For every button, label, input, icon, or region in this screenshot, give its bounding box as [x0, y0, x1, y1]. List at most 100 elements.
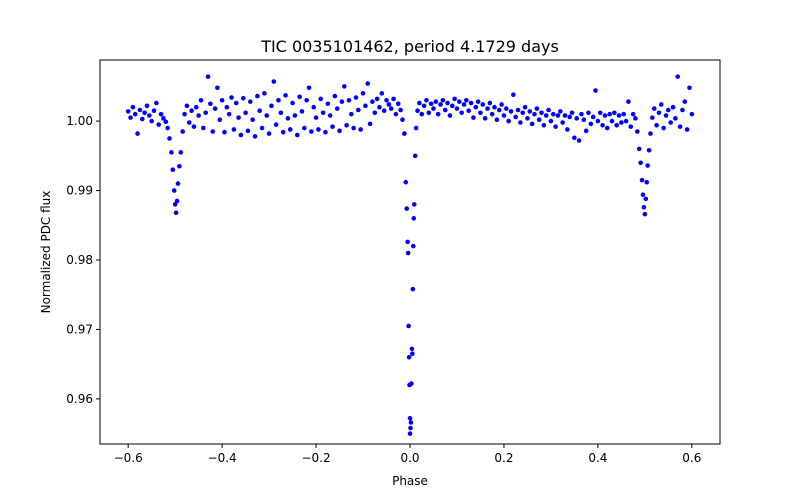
y-axis-label: Normalized PDC flux: [39, 191, 53, 314]
data-point: [280, 129, 286, 135]
data-point: [189, 108, 194, 113]
data-point: [250, 117, 255, 123]
data-point: [520, 110, 526, 116]
data-point: [172, 202, 178, 207]
data-point: [297, 94, 302, 100]
data-point: [503, 106, 509, 111]
data-point: [648, 131, 653, 136]
data-point: [426, 110, 432, 116]
data-point: [198, 97, 204, 103]
data-point: [400, 117, 405, 123]
data-point: [358, 127, 363, 132]
data-point: [264, 113, 270, 118]
data-point: [452, 96, 457, 102]
data-point: [255, 93, 260, 99]
data-point: [619, 120, 624, 125]
data-point: [656, 110, 662, 116]
data-point: [132, 111, 138, 117]
data-point: [644, 179, 650, 185]
data-point: [248, 99, 253, 104]
data-point: [572, 135, 577, 141]
data-point: [402, 131, 407, 136]
data-point: [689, 111, 695, 117]
data-point: [525, 116, 530, 121]
data-point: [222, 129, 227, 135]
data-point: [494, 117, 500, 123]
data-point: [231, 127, 237, 132]
data-point: [435, 111, 441, 117]
data-point: [379, 91, 385, 96]
data-point: [262, 91, 267, 96]
data-point: [616, 113, 622, 118]
data-point: [177, 163, 182, 169]
data-point: [457, 99, 462, 104]
data-point: [196, 113, 201, 118]
data-point: [433, 99, 439, 104]
x-tick-label: −0.2: [301, 451, 330, 465]
data-point: [440, 97, 446, 103]
data-point: [546, 107, 551, 113]
data-point: [294, 132, 300, 138]
data-point: [640, 192, 646, 198]
data-point: [384, 97, 389, 103]
data-point: [478, 110, 483, 116]
data-point: [623, 118, 629, 124]
data-point: [344, 122, 349, 128]
data-point: [492, 104, 497, 110]
data-point: [496, 107, 502, 113]
data-point: [201, 125, 206, 131]
x-tick-label: 0.4: [588, 451, 607, 465]
data-point: [287, 127, 293, 132]
data-point: [144, 103, 150, 109]
data-point: [360, 91, 366, 96]
data-point: [330, 124, 335, 129]
data-point: [180, 129, 185, 134]
data-point: [243, 110, 248, 116]
data-point: [334, 106, 340, 111]
data-point: [381, 108, 387, 113]
data-point: [173, 210, 179, 216]
data-point: [417, 100, 422, 106]
x-tick-label: 0.6: [682, 451, 701, 465]
data-point: [299, 109, 305, 114]
data-point: [316, 127, 321, 132]
data-point: [638, 160, 643, 166]
data-point: [411, 202, 417, 207]
data-point: [409, 346, 415, 352]
data-point: [565, 127, 570, 132]
data-point: [292, 113, 298, 118]
data-point: [419, 111, 425, 117]
data-point: [313, 115, 319, 120]
data-point: [149, 118, 154, 124]
data-points: [125, 74, 695, 436]
data-point: [508, 109, 514, 114]
data-point: [320, 110, 326, 116]
data-point: [541, 122, 547, 128]
data-point: [579, 111, 584, 117]
data-point: [404, 206, 410, 211]
data-point: [646, 147, 652, 153]
data-point: [167, 136, 172, 141]
data-point: [186, 120, 192, 125]
data-point: [609, 118, 615, 124]
data-point: [325, 101, 331, 107]
data-point: [449, 103, 455, 109]
data-point: [680, 107, 685, 113]
data-point: [550, 111, 556, 117]
x-tick-label: 0.0: [400, 451, 419, 465]
data-point: [278, 110, 284, 116]
data-point: [651, 106, 657, 111]
data-point: [424, 97, 429, 103]
data-point: [346, 97, 352, 103]
data-point: [391, 96, 396, 102]
data-point: [415, 108, 420, 113]
data-point: [654, 122, 659, 128]
data-point: [226, 111, 232, 117]
data-point: [487, 100, 493, 106]
y-tick-label: 0.96: [66, 392, 93, 406]
data-point: [480, 102, 486, 107]
data-point: [309, 129, 314, 134]
data-point: [351, 125, 356, 131]
data-point: [485, 106, 490, 111]
